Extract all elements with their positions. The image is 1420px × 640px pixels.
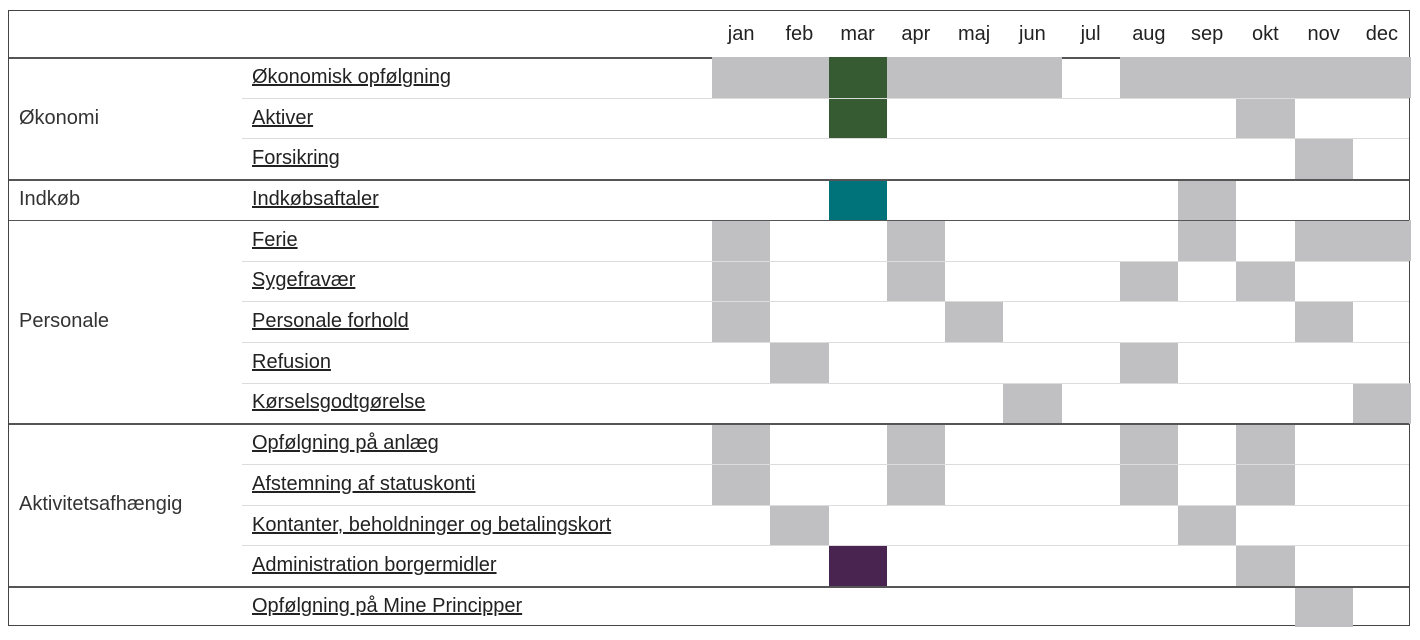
month-cell — [1236, 97, 1295, 139]
month-cell — [1178, 179, 1237, 221]
month-cell — [886, 219, 945, 261]
month-cell — [828, 57, 887, 99]
row-label[interactable]: Økonomisk opfølgning — [252, 65, 451, 88]
month-cell — [945, 301, 1004, 343]
month-cell — [886, 260, 945, 302]
month-cell — [712, 301, 771, 343]
month-header: okt — [1252, 23, 1279, 45]
month-header: dec — [1365, 23, 1398, 45]
month-cell — [1178, 504, 1237, 546]
month-cell — [1352, 57, 1411, 99]
month-cell — [712, 57, 771, 99]
month-cell — [1236, 57, 1295, 99]
group-separator — [9, 586, 1409, 588]
row-separator — [242, 260, 1409, 262]
month-header: apr — [901, 23, 931, 45]
month-cell — [1119, 423, 1178, 465]
row-separator — [242, 545, 1409, 547]
month-header: jun — [1019, 23, 1046, 45]
row-separator — [242, 382, 1409, 384]
month-header: jul — [1080, 23, 1101, 45]
month-cell — [1294, 301, 1353, 343]
month-cell — [712, 423, 771, 465]
month-cell — [712, 464, 771, 506]
month-cell — [1294, 586, 1353, 628]
month-cell — [945, 57, 1004, 99]
row-separator — [242, 138, 1409, 140]
row-label[interactable]: Ferie — [252, 228, 298, 251]
month-cell — [1352, 382, 1411, 424]
month-cell — [1178, 57, 1237, 99]
month-cell — [886, 423, 945, 465]
month-cell — [770, 504, 829, 546]
month-header: mar — [840, 23, 875, 45]
group-separator — [9, 423, 1409, 425]
row-label[interactable]: Indkøbsaftaler — [252, 187, 379, 210]
month-header: feb — [785, 23, 814, 45]
row-label[interactable]: Afstemning af statuskonti — [252, 472, 476, 495]
row-label[interactable]: Sygefravær — [252, 269, 356, 292]
month-cell — [828, 179, 887, 221]
group-label: Indkøb — [19, 187, 81, 210]
month-cell — [828, 97, 887, 139]
row-separator — [242, 464, 1409, 465]
month-cell — [712, 219, 771, 261]
month-header: nov — [1307, 23, 1340, 45]
row-separator — [242, 341, 1409, 343]
month-cell — [770, 341, 829, 384]
group-separator — [9, 219, 1409, 222]
month-cell — [712, 260, 771, 302]
row-label[interactable]: Administration borgermidler — [252, 554, 497, 577]
month-cell — [1003, 382, 1062, 424]
row-label[interactable]: Personale forhold — [252, 310, 409, 333]
row-label[interactable]: Kontanter, beholdninger og betalingskort — [252, 513, 612, 536]
month-cell — [1236, 464, 1295, 506]
row-label[interactable]: Aktiver — [252, 106, 314, 129]
month-cell — [886, 464, 945, 506]
month-cell — [1294, 57, 1353, 99]
month-cell — [1236, 545, 1295, 587]
row-label[interactable]: Refusion — [252, 350, 331, 373]
month-cell — [1119, 341, 1178, 384]
month-header: sep — [1191, 23, 1224, 45]
month-cell — [1003, 57, 1062, 99]
month-cell — [770, 57, 829, 99]
month-cell — [1294, 219, 1353, 261]
row-label[interactable]: Kørselsgodtgørelse — [252, 391, 426, 414]
row-label[interactable]: Opfølgning på Mine Principper — [252, 594, 523, 617]
calendar-table: jan feb mar apr maj jun jul aug sep okt nov dec Økon… — [8, 10, 1411, 628]
group-label: Aktivitetsafhængig — [19, 493, 183, 516]
group-label: Økonomi — [19, 106, 100, 129]
row-separator — [242, 504, 1409, 506]
header-separator — [9, 57, 1409, 59]
group-label: Personale — [19, 310, 110, 333]
month-header: aug — [1132, 23, 1166, 45]
month-cell — [886, 57, 945, 99]
month-cell — [1119, 57, 1178, 99]
row-separator — [242, 301, 1409, 303]
group-separator — [9, 179, 1409, 181]
month-cell — [1178, 219, 1237, 261]
month-cell — [1236, 260, 1295, 302]
row-label[interactable]: Opfølgning på anlæg — [252, 432, 439, 455]
row-separator — [242, 97, 1409, 99]
month-header: jan — [727, 23, 755, 45]
month-cell — [1352, 219, 1411, 261]
month-cell — [1236, 423, 1295, 465]
month-cell — [828, 545, 887, 587]
month-cell — [1119, 464, 1178, 506]
month-header: maj — [958, 23, 991, 45]
month-cell — [1119, 260, 1178, 302]
month-cell — [1294, 138, 1353, 180]
row-label[interactable]: Forsikring — [252, 147, 340, 170]
